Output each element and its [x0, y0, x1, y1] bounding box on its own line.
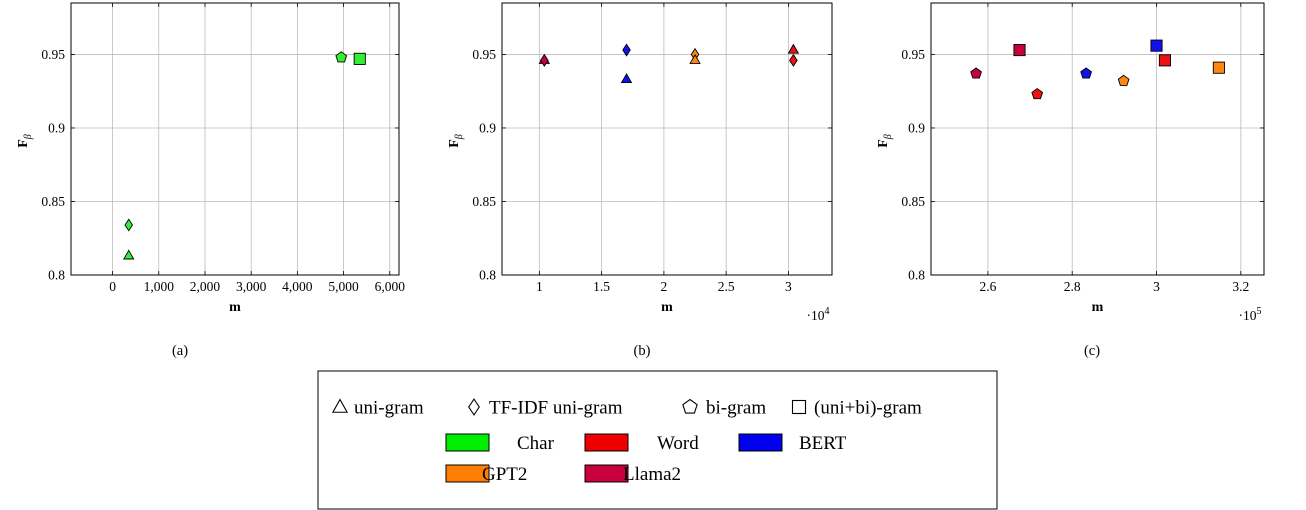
x-axis-label: m [1092, 300, 1104, 315]
x-tick-label: 1,000 [144, 279, 175, 294]
y-axis-label: Fβ [447, 134, 465, 148]
data-point-char-square [353, 52, 366, 65]
legend-marker-label: uni-gram [354, 398, 424, 419]
y-tick-label: 0.9 [908, 120, 925, 135]
data-point-gpt2-square [1212, 61, 1225, 74]
legend-pentagon-icon [682, 398, 698, 414]
legend-model-label: GPT2 [482, 464, 527, 485]
x-axis-label: m [661, 300, 673, 315]
data-point-char-triangle [123, 249, 135, 260]
y-tick-label: 0.85 [472, 194, 496, 209]
legend-box [317, 370, 998, 510]
y-axis-label: Fβ [876, 134, 894, 148]
x-tick-label: 5,000 [328, 279, 359, 294]
legend-model-label: Llama2 [623, 464, 681, 485]
data-point-word-square [1158, 54, 1171, 67]
data-point-char-diamond [124, 218, 134, 232]
x-tick-label: 3 [785, 279, 792, 294]
y-tick-label: 0.8 [479, 268, 496, 283]
legend-swatch-gpt2 [445, 464, 490, 483]
data-point-llama2-diamond [540, 53, 549, 67]
legend-swatch-llama2 [584, 464, 629, 483]
x-tick-label: 6,000 [375, 279, 406, 294]
x-tick-label: 1 [536, 279, 543, 294]
panel-caption: (b) [634, 343, 651, 359]
chart-legend: uni-gram TF-IDF uni-gram bi-gram (uni+bi)-g… [317, 370, 998, 510]
data-point-gpt2-pentagon [1117, 74, 1130, 86]
x-axis-label: m [229, 300, 241, 315]
x-tick-label: 3.2 [1232, 279, 1249, 294]
x-tick-label: 3 [1153, 279, 1160, 294]
data-point-char-pentagon [335, 51, 348, 63]
data-point-bert-pentagon [1080, 67, 1092, 79]
scatter-panel-3: 2.6 2.8 3 3.2 0.8 0.85 0.9 0.95 m Fβ ·105 (c) [876, 2, 1265, 359]
data-point-bert-triangle [620, 73, 633, 84]
x-tick-label: 1.5 [593, 279, 610, 294]
plot-frame [70, 2, 400, 276]
x-scale-label: ·105 [1239, 306, 1262, 323]
plot-frame [501, 2, 833, 276]
y-tick-label: 0.9 [48, 120, 65, 135]
y-tick-label: 0.95 [901, 47, 925, 62]
data-point-gpt2-triangle [689, 53, 701, 64]
x-tick-label: 2.6 [979, 279, 996, 294]
legend-model-label: BERT [799, 433, 847, 454]
legend-model-label: Char [517, 433, 555, 454]
chart-panels: 0 1,000 2,000 3,000 4,000 5,000 6,000 0.8 0.85 0.… [16, 2, 1265, 359]
x-tick-label: 0 [109, 279, 116, 294]
y-tick-label: 0.95 [472, 47, 496, 62]
legend-marker-label: (uni+bi)-gram [814, 398, 922, 419]
legend-swatch-bert [738, 433, 783, 452]
x-tick-label: 2,000 [190, 279, 221, 294]
data-point-llama2-square [1013, 43, 1026, 57]
x-tick-label: 2 [661, 279, 668, 294]
legend-marker-label: bi-gram [706, 398, 766, 419]
panel-caption: (a) [172, 343, 188, 359]
y-tick-label: 0.9 [479, 120, 496, 135]
x-tick-label: 3,000 [236, 279, 267, 294]
y-tick-label: 0.85 [41, 194, 65, 209]
data-point-word-diamond [789, 53, 798, 67]
legend-swatch-char [445, 433, 490, 452]
y-tick-label: 0.8 [908, 268, 925, 283]
data-point-word-pentagon [1031, 88, 1044, 100]
y-tick-label: 0.85 [901, 194, 925, 209]
x-scale-label: ·104 [807, 306, 830, 323]
legend-triangle-icon [331, 398, 349, 413]
x-tick-label: 4,000 [282, 279, 313, 294]
x-tick-label: 2.5 [718, 279, 735, 294]
panel-caption: (c) [1084, 343, 1100, 359]
scatter-panel-2: 1 1.5 2 2.5 3 0.8 0.85 0.9 0.95 m Fβ ·104 (b) [447, 2, 833, 359]
data-point-llama2-pentagon [970, 67, 982, 79]
legend-marker-label: TF-IDF uni-gram [489, 398, 623, 419]
y-axis-label: Fβ [16, 134, 34, 148]
scatter-panel-1: 0 1,000 2,000 3,000 4,000 5,000 6,000 0.8 0.85 0.… [16, 2, 406, 359]
y-tick-label: 0.8 [48, 268, 65, 283]
legend-diamond-icon [468, 398, 480, 416]
legend-swatch-word [584, 433, 629, 452]
y-tick-label: 0.95 [41, 47, 65, 62]
data-point-bert-square [1150, 39, 1163, 52]
x-tick-label: 2.8 [1064, 279, 1081, 294]
data-point-word-triangle [787, 43, 800, 54]
data-point-bert-diamond [622, 43, 631, 57]
legend-model-label: Word [657, 433, 699, 454]
legend-square-icon [791, 399, 807, 415]
plot-frame [930, 2, 1265, 276]
